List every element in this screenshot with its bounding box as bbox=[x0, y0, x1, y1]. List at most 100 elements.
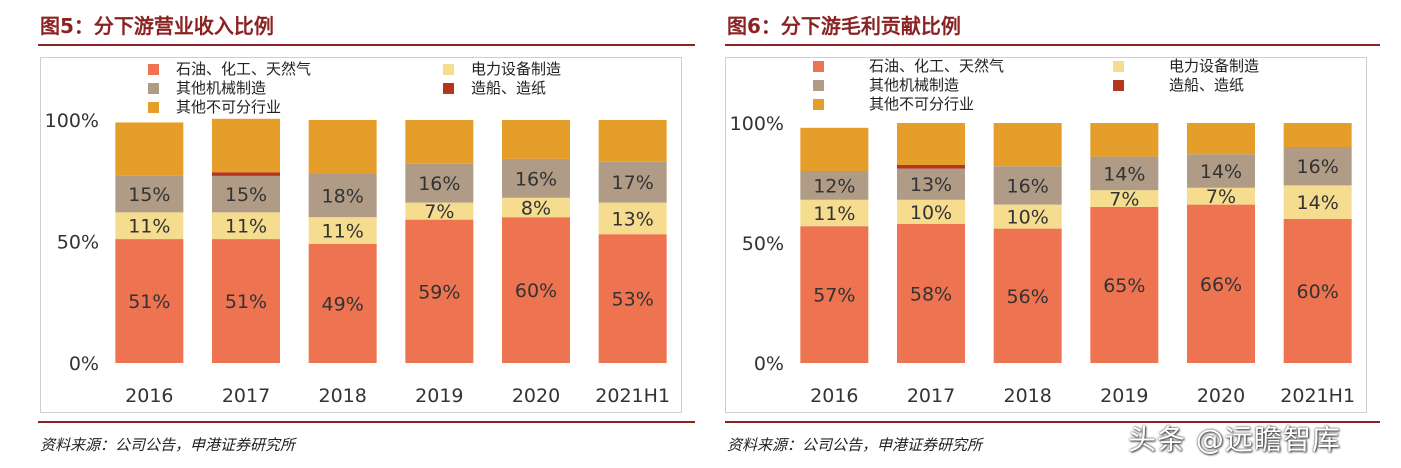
bar-segment bbox=[1283, 185, 1352, 219]
legend-swatch bbox=[443, 83, 454, 94]
legend-label: 电力设备制造 bbox=[471, 60, 561, 78]
data-label: 17% bbox=[612, 172, 654, 194]
data-label: 7% bbox=[424, 201, 454, 223]
bar-segment bbox=[598, 234, 667, 363]
bar-segment bbox=[405, 163, 474, 203]
legend-swatch bbox=[813, 80, 824, 91]
legend-label: 其他不可分行业 bbox=[176, 98, 281, 116]
bar-segment bbox=[897, 199, 965, 224]
bar-segment bbox=[897, 165, 965, 169]
bar-segment bbox=[1090, 190, 1159, 207]
bar-segment bbox=[1283, 147, 1352, 186]
bottom-rule-right bbox=[725, 421, 1380, 423]
legend-label: 其他机械制造 bbox=[176, 79, 266, 97]
chart-frame-left: 石油、化工、天然气 电力设备制造 其他机械制造 造船、造纸 其他不可分行业 0% 50% 10… bbox=[40, 57, 682, 413]
title-rule-right bbox=[725, 44, 1380, 46]
bar-segment bbox=[1187, 154, 1255, 188]
x-tick-label: 2020 bbox=[512, 385, 560, 407]
data-label: 65% bbox=[1103, 275, 1145, 297]
data-label: 51% bbox=[225, 291, 267, 313]
legend-swatch bbox=[813, 99, 824, 110]
bar-segment bbox=[800, 226, 869, 363]
bar-segment bbox=[1187, 204, 1255, 363]
data-label: 12% bbox=[813, 175, 855, 197]
data-label: 7% bbox=[1206, 186, 1236, 208]
y-tick-label: 50% bbox=[57, 232, 99, 254]
data-label: 16% bbox=[1007, 175, 1049, 197]
bar-segment bbox=[1187, 187, 1255, 205]
bar-segment bbox=[1187, 123, 1255, 155]
legend-label: 电力设备制造 bbox=[1169, 58, 1259, 75]
data-label: 60% bbox=[515, 280, 557, 302]
bar-segment bbox=[1090, 207, 1159, 363]
bar-segment bbox=[800, 171, 869, 200]
chart-title-right: 图6：分下游毛利贡献比例 bbox=[727, 14, 961, 38]
bar-segment bbox=[502, 217, 570, 363]
legend-swatch bbox=[148, 83, 159, 94]
legend-swatch bbox=[1113, 61, 1124, 72]
bar-segment bbox=[897, 223, 965, 363]
legend-swatch bbox=[148, 64, 159, 75]
bar-segment bbox=[115, 212, 184, 240]
legend-label: 造船、造纸 bbox=[1169, 76, 1244, 94]
data-label: 8% bbox=[521, 197, 551, 219]
bar-segment bbox=[598, 202, 667, 235]
legend-swatch bbox=[1113, 80, 1124, 91]
chart-frame-right: 石油、化工、天然气 电力设备制造 其他机械制造 造船、造纸 其他不可分行业 0% 50% 10… bbox=[725, 57, 1367, 413]
bar-segment bbox=[212, 172, 280, 176]
data-label: 13% bbox=[612, 208, 654, 230]
bar-segment bbox=[212, 239, 280, 363]
data-label: 53% bbox=[612, 289, 654, 311]
source-note-left: 资料来源：公司公告，申港证券研究所 bbox=[40, 436, 296, 454]
bar-segment bbox=[212, 175, 280, 213]
bar-segment bbox=[308, 120, 377, 174]
data-label: 56% bbox=[1007, 286, 1049, 308]
bar-segment bbox=[1283, 219, 1352, 363]
bar-segment bbox=[115, 122, 184, 176]
data-label: 15% bbox=[128, 184, 170, 206]
bar-segment bbox=[598, 120, 667, 162]
legend-swatch bbox=[148, 102, 159, 113]
data-label: 14% bbox=[1103, 163, 1145, 185]
bar-segment bbox=[1090, 156, 1159, 191]
bar-segment bbox=[308, 173, 377, 218]
data-label: 16% bbox=[1297, 156, 1339, 178]
y-tick-label: 100% bbox=[45, 110, 99, 132]
bar-segment bbox=[897, 123, 965, 165]
bar-segment bbox=[993, 123, 1062, 167]
data-label: 66% bbox=[1200, 274, 1242, 296]
x-tick-label: 2019 bbox=[415, 385, 463, 407]
bar-segment bbox=[115, 239, 184, 363]
bar-segment bbox=[212, 212, 280, 240]
bar-segment bbox=[405, 219, 474, 363]
data-label: 51% bbox=[128, 291, 170, 313]
data-label: 18% bbox=[322, 185, 364, 207]
bar-segment bbox=[502, 120, 570, 159]
x-tick-label: 2016 bbox=[810, 385, 858, 407]
bar-segment bbox=[405, 120, 474, 164]
legend-label: 造船、造纸 bbox=[471, 79, 546, 97]
data-label: 49% bbox=[322, 293, 364, 315]
data-label: 13% bbox=[910, 174, 952, 196]
data-label: 10% bbox=[910, 202, 952, 224]
data-label: 58% bbox=[910, 283, 952, 305]
data-label: 11% bbox=[225, 216, 267, 238]
bar-segment bbox=[115, 175, 184, 213]
x-tick-label: 2018 bbox=[318, 385, 366, 407]
y-tick-label: 0% bbox=[754, 353, 784, 375]
x-tick-label: 2021H1 bbox=[595, 385, 670, 407]
x-tick-label: 2016 bbox=[125, 385, 173, 407]
x-tick-label: 2017 bbox=[222, 385, 270, 407]
bar-segment bbox=[1090, 123, 1159, 157]
legend-swatch bbox=[443, 64, 454, 75]
bar-segment bbox=[212, 118, 280, 173]
data-label: 11% bbox=[128, 216, 170, 238]
bar-segment bbox=[800, 199, 869, 227]
bar-segment bbox=[1283, 123, 1352, 147]
y-tick-label: 50% bbox=[742, 233, 784, 255]
bar-segment bbox=[598, 161, 667, 203]
legend-label: 其他不可分行业 bbox=[869, 95, 974, 113]
data-label: 11% bbox=[813, 203, 855, 225]
